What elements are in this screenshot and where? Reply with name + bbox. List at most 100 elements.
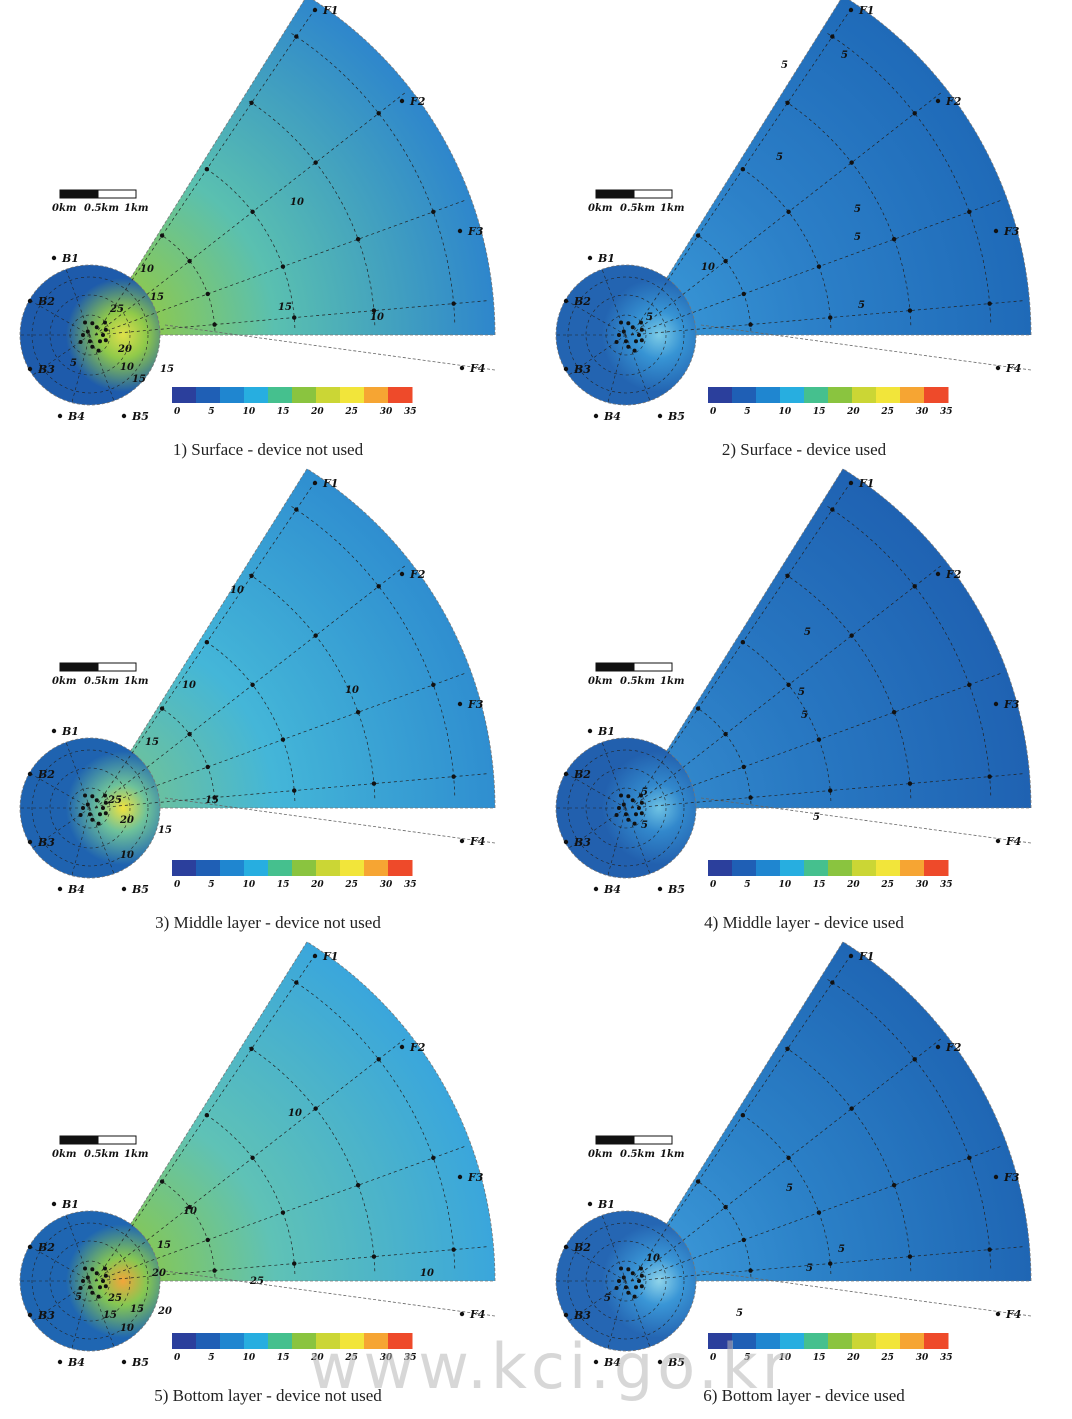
colorbar-segment: [804, 1333, 829, 1349]
outfall-dot: [632, 821, 637, 826]
colorbar-segment: [924, 860, 949, 876]
station-label: F3: [467, 225, 484, 238]
outfall-dot: [90, 817, 95, 822]
station-marker: [399, 98, 405, 104]
outfall-dot: [639, 338, 644, 343]
station-label: F1: [322, 950, 338, 963]
station-label: B5: [667, 1356, 685, 1369]
outfall-dot: [78, 1285, 83, 1290]
station-marker: [27, 298, 33, 304]
scale-label: 1km: [660, 676, 684, 687]
colorbar-tick-label: 0: [710, 407, 717, 417]
outfall-dot: [101, 806, 105, 810]
contour-label: 5: [736, 1308, 743, 1319]
station-marker: [399, 1044, 405, 1050]
colorbar-segment: [804, 860, 829, 876]
colorbar-segment: [292, 1333, 317, 1349]
colorbar-tick-label: 10: [779, 1353, 792, 1363]
contour-label: 5: [841, 50, 848, 61]
station-dot: [967, 682, 972, 688]
colorbar-segment: [172, 1333, 197, 1349]
colorbar-segment: [708, 860, 733, 876]
scale-label: 1km: [660, 1149, 684, 1160]
colorbar-tick-label: 5: [208, 407, 214, 417]
contour-label: 15: [158, 825, 172, 836]
station-marker: [587, 728, 593, 734]
station-dot: [294, 507, 299, 512]
scale-bar-black: [595, 662, 635, 672]
dashed-ring: [567, 1222, 685, 1340]
station-label: F4: [469, 835, 485, 848]
station-dot: [212, 322, 217, 327]
outfall-dot: [639, 811, 644, 816]
station-marker: [657, 1359, 663, 1365]
colorbar-segment: [780, 860, 805, 876]
dashed-arc: [783, 99, 912, 326]
outfall-dot: [637, 1279, 641, 1283]
dashed-ring: [49, 767, 131, 849]
far-field-sector: [630, 468, 1032, 809]
station-marker: [312, 480, 318, 486]
outfall-dot: [638, 1266, 643, 1271]
far-field-sector: [630, 941, 1032, 1282]
contour-label: 10: [345, 685, 359, 696]
scale-label: 1km: [124, 676, 148, 687]
station-label: B1: [597, 1198, 615, 1211]
contour-label: 10: [120, 850, 134, 861]
colorbar-tick-label: 15: [813, 1353, 826, 1363]
colorbar: 0 5 10 15 20 25 30 35: [708, 387, 953, 417]
scale-label: 0km: [52, 676, 76, 687]
dashed-ring: [585, 294, 667, 376]
station-dot: [891, 237, 897, 242]
contour-label: 10: [120, 1323, 134, 1334]
station-label: B5: [131, 410, 149, 423]
station-marker: [993, 701, 999, 707]
map-panel: F1 F2 F3 F4 B1 B2 B3 B4 B5 5 5 5 5 5 5 5 10 0km 0.5km 1km 0 5…: [536, 0, 1072, 473]
outfall-dot: [614, 339, 619, 344]
station-dot: [967, 209, 972, 215]
outfall-dot: [624, 339, 629, 344]
station-marker: [593, 886, 599, 892]
colorbar-tick-label: 30: [916, 407, 929, 417]
colorbar-segment: [732, 387, 757, 403]
scale-label: 0.5km: [620, 203, 655, 214]
colorbar-tick-label: 0: [710, 880, 717, 890]
station-label: F2: [945, 568, 962, 581]
dashed-arc: [739, 639, 832, 802]
scale-label: 0.5km: [84, 203, 119, 214]
colorbar-tick-label: 15: [813, 407, 826, 417]
panel-caption: 1) Surface - device not used: [172, 440, 364, 459]
station-dot: [786, 1155, 791, 1161]
contour-label: 25: [107, 795, 122, 806]
dashed-arc: [160, 707, 216, 804]
station-marker: [312, 7, 318, 13]
outfall-dot: [103, 1273, 108, 1278]
station-dot: [212, 795, 217, 800]
colorbar-segment: [900, 1333, 925, 1349]
station-marker: [457, 228, 463, 234]
scale-bar-black: [595, 1135, 635, 1145]
station-dot: [376, 584, 381, 589]
dashed-ring: [585, 1240, 667, 1322]
colorbar-tick-label: 30: [380, 880, 393, 890]
colorbar-segment: [924, 1333, 949, 1349]
station-dot: [785, 573, 790, 579]
station-marker: [593, 1359, 599, 1365]
station-dot: [313, 633, 318, 638]
contour-label: 15: [132, 374, 146, 385]
colorbar-segment: [364, 860, 389, 876]
station-dot: [159, 233, 165, 238]
scale-label: 1km: [660, 203, 684, 214]
station-dot: [205, 764, 210, 770]
contour-label: 10: [370, 312, 384, 323]
station-dot: [280, 264, 286, 269]
station-dot: [723, 258, 728, 264]
outfall-dot: [638, 793, 643, 798]
station-marker: [27, 1312, 33, 1318]
scale-label: 0km: [52, 1149, 76, 1160]
station-label: B2: [573, 768, 591, 781]
colorbar-tick-label: 5: [208, 1353, 214, 1363]
station-label: F1: [858, 950, 874, 963]
station-dot: [912, 111, 917, 116]
station-dot: [187, 731, 192, 737]
